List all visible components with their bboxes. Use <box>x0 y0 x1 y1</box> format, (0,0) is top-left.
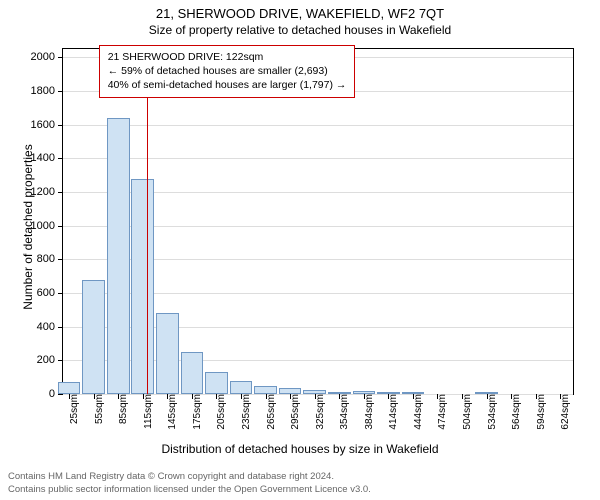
histogram-bar <box>58 382 81 394</box>
histogram-bar <box>156 313 179 394</box>
x-tick-label: 235sqm <box>235 394 252 430</box>
histogram-bar <box>254 386 277 394</box>
footer-attribution: Contains HM Land Registry data © Crown c… <box>8 471 371 496</box>
x-tick-label: 205sqm <box>210 394 227 430</box>
y-tick-label: 1600 <box>31 119 63 131</box>
x-tick-label: 354sqm <box>333 394 350 430</box>
x-tick-label: 85sqm <box>112 394 129 424</box>
grid-line <box>63 158 573 159</box>
x-tick-label: 325sqm <box>309 394 326 430</box>
y-tick-label: 1800 <box>31 85 63 97</box>
x-tick-label: 474sqm <box>431 394 448 430</box>
histogram-bar <box>205 372 228 394</box>
x-tick-label: 414sqm <box>382 394 399 430</box>
histogram-bar <box>107 118 130 394</box>
annotation-line: ← 59% of detached houses are smaller (2,… <box>108 64 347 78</box>
x-tick-label: 295sqm <box>284 394 301 430</box>
x-tick-label: 624sqm <box>554 394 571 430</box>
histogram-bar <box>181 352 204 394</box>
y-tick-label: 1000 <box>31 220 63 232</box>
annotation-line: 21 SHERWOOD DRIVE: 122sqm <box>108 50 347 64</box>
y-tick-label: 1400 <box>31 152 63 164</box>
x-tick-label: 55sqm <box>88 394 105 424</box>
x-tick-label: 175sqm <box>186 394 203 430</box>
chart-container: 21, SHERWOOD DRIVE, WAKEFIELD, WF2 7QT S… <box>0 0 600 500</box>
x-tick-label: 145sqm <box>161 394 178 430</box>
histogram-bar <box>230 381 253 394</box>
x-tick-label: 384sqm <box>358 394 375 430</box>
y-tick-label: 2000 <box>31 51 63 63</box>
x-tick-label: 504sqm <box>456 394 473 430</box>
chart-subtitle: Size of property relative to detached ho… <box>0 21 600 37</box>
x-tick-label: 115sqm <box>137 394 154 429</box>
plot-area: 020040060080010001200140016001800200025s… <box>62 48 574 395</box>
y-tick-label: 400 <box>37 321 63 333</box>
x-tick-label: 444sqm <box>407 394 424 430</box>
y-tick-label: 600 <box>37 287 63 299</box>
grid-line <box>63 125 573 126</box>
x-tick-label: 594sqm <box>530 394 547 430</box>
x-tick-label: 564sqm <box>505 394 522 430</box>
y-tick-label: 200 <box>37 354 63 366</box>
x-tick-label: 534sqm <box>481 394 498 430</box>
histogram-bar <box>82 280 105 394</box>
y-tick-label: 800 <box>37 253 63 265</box>
y-tick-label: 1200 <box>31 186 63 198</box>
annotation-box: 21 SHERWOOD DRIVE: 122sqm← 59% of detach… <box>99 45 356 98</box>
page-title: 21, SHERWOOD DRIVE, WAKEFIELD, WF2 7QT <box>0 0 600 21</box>
x-tick-label: 265sqm <box>260 394 277 430</box>
footer-line: Contains public sector information licen… <box>8 484 371 496</box>
x-tick-label: 25sqm <box>63 394 80 424</box>
annotation-line: 40% of semi-detached houses are larger (… <box>108 78 347 92</box>
footer-line: Contains HM Land Registry data © Crown c… <box>8 471 371 483</box>
histogram-bar <box>131 179 154 394</box>
x-axis-label: Distribution of detached houses by size … <box>0 442 600 456</box>
reference-line <box>147 49 148 394</box>
